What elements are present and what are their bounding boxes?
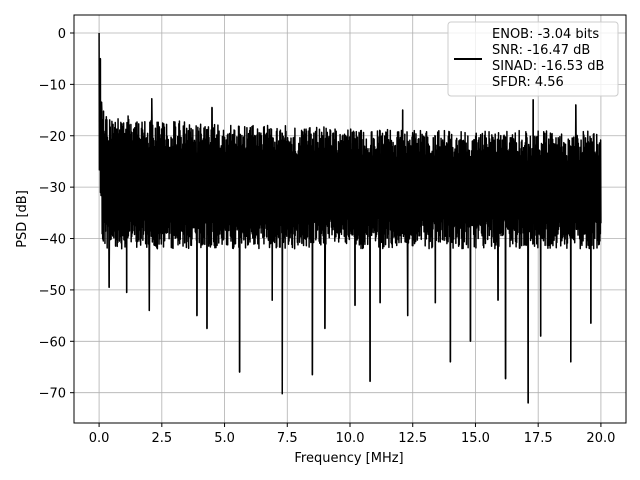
y-tick-label: −60 — [39, 335, 66, 350]
y-tick-label: −30 — [39, 181, 66, 196]
y-tick-label: −70 — [39, 387, 66, 402]
legend-enob: ENOB: -3.04 bits — [492, 27, 599, 42]
y-axis: 0 −10 −20 −30 −40 −50 −60 −70 — [39, 27, 74, 402]
psd-series-line — [98, 32, 602, 404]
x-tick-label: 12.5 — [398, 431, 427, 446]
y-tick-label: −40 — [39, 233, 66, 248]
x-tick-label: 5.0 — [214, 431, 235, 446]
y-tick-label: −10 — [39, 78, 66, 93]
x-tick-label: 20.0 — [586, 431, 615, 446]
y-axis-label: PSD [dB] — [15, 190, 30, 248]
legend-sinad: SINAD: -16.53 dB — [492, 59, 604, 74]
x-tick-label: 0.0 — [89, 431, 110, 446]
y-tick-label: −20 — [39, 130, 66, 145]
x-axis-label: Frequency [MHz] — [294, 451, 403, 466]
x-tick-label: 15.0 — [461, 431, 490, 446]
x-axis: 0.0 2.5 5.0 7.5 10.0 12.5 15.0 17.5 20.0 — [89, 423, 615, 446]
y-tick-label: 0 — [58, 27, 66, 42]
legend-box — [447, 21, 619, 97]
data-layer — [98, 32, 602, 404]
legend-snr: SNR: -16.47 dB — [492, 43, 590, 58]
legend: ENOB: -3.04 bits SNR: -16.47 dB SINAD: -… — [447, 21, 619, 97]
x-tick-label: 17.5 — [524, 431, 553, 446]
x-tick-label: 2.5 — [151, 431, 172, 446]
x-tick-label: 10.0 — [336, 431, 365, 446]
x-tick-label: 7.5 — [277, 431, 298, 446]
legend-sfdr: SFDR: 4.56 — [492, 75, 564, 90]
y-tick-label: −50 — [39, 284, 66, 299]
